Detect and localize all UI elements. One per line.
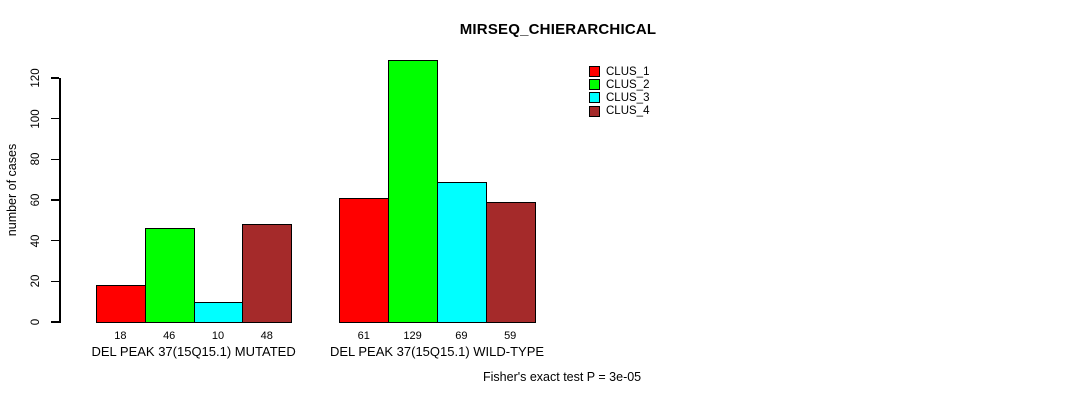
y-tick-mark xyxy=(51,321,59,323)
y-axis-title: number of cases xyxy=(5,143,19,237)
bar-value-label: 18 xyxy=(114,330,127,342)
annotation-text: Fisher's exact test P = 3e-05 xyxy=(483,370,642,384)
legend-swatch-clus_2 xyxy=(589,79,600,91)
legend: CLUS_1 CLUS_2 CLUS_3 CLUS_4 xyxy=(589,65,649,118)
legend-swatch-clus_4 xyxy=(589,105,600,117)
legend-label: CLUS_4 xyxy=(606,105,650,118)
y-tick-mark xyxy=(51,77,59,79)
bar-clus_3-group1 xyxy=(193,301,244,323)
bar-clus_4-group1 xyxy=(242,224,293,323)
legend-label: CLUS_3 xyxy=(606,91,650,104)
legend-item-clus_2: CLUS_2 xyxy=(589,78,649,91)
y-tick-mark xyxy=(51,199,59,201)
x-category-label: DEL PEAK 37(15Q15.1) MUTATED xyxy=(91,344,296,359)
y-axis-line xyxy=(59,78,61,323)
bar-clus_1-group1 xyxy=(96,285,146,323)
bar-value-label: 48 xyxy=(260,330,273,342)
bar-clus_4-group2 xyxy=(485,202,536,323)
y-tick-label: 20 xyxy=(30,274,42,288)
bar-value-label: 69 xyxy=(455,330,468,342)
bar-value-label: 61 xyxy=(357,330,370,342)
y-tick-mark xyxy=(51,158,59,161)
y-tick-label: 120 xyxy=(30,68,42,88)
legend-label: CLUS_1 xyxy=(606,65,650,78)
bar-value-label: 129 xyxy=(403,330,422,342)
y-tick-mark xyxy=(51,239,59,242)
bar-clus_1-group2 xyxy=(339,197,390,323)
y-tick-label: 100 xyxy=(30,109,42,129)
y-tick-mark xyxy=(51,117,59,120)
legend-item-clus_1: CLUS_1 xyxy=(589,65,649,78)
x-category-label: DEL PEAK 37(15Q15.1) WILD-TYPE xyxy=(329,344,545,359)
y-tick-label: 80 xyxy=(30,152,42,166)
bar-value-label: 46 xyxy=(163,330,176,342)
bar-value-label: 10 xyxy=(211,330,225,342)
bar-value-label: 59 xyxy=(504,330,517,342)
legend-label: CLUS_2 xyxy=(606,78,650,91)
bar-clus_2-group1 xyxy=(144,228,195,323)
legend-swatch-clus_1 xyxy=(589,66,600,78)
bar-clus_3-group2 xyxy=(437,181,487,323)
chart-title: MIRSEQ_CHIERARCHICAL xyxy=(459,21,657,38)
y-tick-label: 40 xyxy=(30,234,42,248)
legend-item-clus_4: CLUS_4 xyxy=(589,105,649,118)
y-tick-label: 0 xyxy=(30,318,42,326)
legend-swatch-clus_3 xyxy=(589,92,600,104)
y-tick-mark xyxy=(51,280,59,283)
y-tick-label: 60 xyxy=(30,193,42,207)
legend-item-clus_3: CLUS_3 xyxy=(589,91,649,104)
bar-clus_2-group2 xyxy=(388,59,438,323)
